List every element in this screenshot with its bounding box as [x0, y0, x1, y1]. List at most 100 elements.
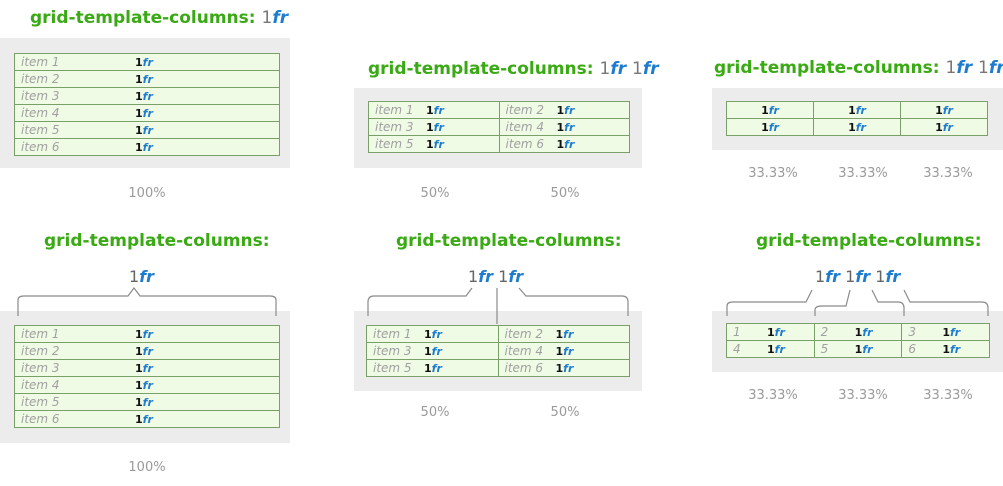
grid-item-label: item 5: [21, 123, 60, 137]
grid-item-value: 1fr: [135, 396, 153, 409]
diagram-1-title: grid-template-columns: 1fr: [30, 8, 288, 28]
grid-item-value-number: 1: [424, 327, 432, 341]
track-brace: [871, 289, 905, 316]
grid-item-value-number: 1: [761, 103, 769, 117]
grid-item-value-unit: fr: [942, 120, 953, 134]
grid-item-value-number: 1: [848, 103, 856, 117]
diagram-3-title: grid-template-columns: 1fr 1fr 1fr: [714, 58, 1003, 78]
grid-item-value-unit: fr: [142, 89, 153, 103]
grid-item-label: item 4: [504, 344, 544, 358]
grid-item-label: item 3: [21, 89, 60, 103]
grid-item-value-unit: fr: [433, 120, 444, 134]
diagram-3-column-percentage: 33.33%: [748, 166, 798, 181]
grid-item-value-number: 1: [426, 137, 434, 151]
diagram-6-column-percentage: 33.33%: [923, 388, 973, 403]
grid-item: 3 1fr: [902, 324, 989, 340]
grid-item-value-unit: fr: [431, 361, 442, 375]
grid-item-value-unit: fr: [142, 123, 153, 137]
grid-item: item 4 1fr: [498, 343, 629, 359]
grid-item-label: 2: [820, 325, 829, 339]
grid-item: 1fr: [727, 119, 813, 135]
grid-item-value-unit: fr: [564, 103, 575, 117]
grid-item: 1 1fr: [727, 324, 814, 340]
grid-item: 1fr: [901, 102, 987, 118]
grid-item-value-number: 1: [556, 137, 565, 151]
grid-item-value-number: 1: [135, 395, 143, 409]
grid-item-label: item 6: [21, 140, 60, 154]
grid-item-value: 1fr: [135, 345, 153, 358]
grid-item-label: 1: [733, 325, 741, 339]
grid-item-value-number: 1: [426, 120, 434, 134]
grid-item-value-unit: fr: [563, 344, 574, 358]
diagram-3-grid: 1fr 1fr 1fr 1fr 1fr 1fr: [726, 101, 988, 136]
grid-item-value: 1fr: [135, 413, 153, 426]
grid-item-value: 1fr: [942, 343, 960, 356]
diagram-3-template-track-unit: fr: [956, 58, 973, 78]
grid-item-value-unit: fr: [142, 395, 153, 409]
grid-item: item 5 1fr: [369, 136, 499, 152]
grid-item: 4 1fr: [727, 341, 814, 357]
grid-item-value: 1fr: [767, 343, 785, 356]
grid-item-value-number: 1: [424, 344, 432, 358]
diagram-6-template-track-unit: fr: [825, 267, 841, 286]
grid-item: item 2 1fr: [15, 343, 279, 359]
grid-item: item 2 1fr: [499, 102, 629, 118]
grid-item-value: 1fr: [942, 326, 960, 339]
grid-item-value-unit: fr: [768, 103, 779, 117]
diagram-4-column-percentage: 100%: [128, 460, 166, 475]
grid-item: 2 1fr: [814, 324, 902, 340]
track-brace: [518, 287, 629, 316]
track-brace: [903, 289, 989, 316]
grid-item: 1fr: [814, 119, 900, 135]
grid-item-value-unit: fr: [142, 378, 153, 392]
grid-item-value: 1fr: [424, 362, 442, 375]
grid-item-label: item 1: [373, 327, 412, 341]
grid-item-label: item 1: [21, 55, 60, 69]
grid-item-value: 1fr: [135, 362, 153, 375]
grid-item-value: 1fr: [135, 328, 153, 341]
diagram-5-grid: item 1 1fr item 2 1fr item 3 1fr item 4 1fr item…: [366, 325, 630, 377]
diagram-5-template-track-number: 1: [498, 267, 509, 286]
grid-item-value-unit: fr: [862, 325, 873, 339]
grid-item: item 3 1fr: [367, 343, 498, 359]
grid-item-value: 1fr: [135, 124, 153, 137]
grid-item-value-number: 1: [854, 325, 863, 339]
grid-item-label: item 6: [21, 412, 60, 426]
grid-item: 1fr: [727, 102, 813, 118]
grid-item-label: item 6: [505, 137, 545, 151]
diagram-6-template-track-number: 1: [875, 267, 886, 286]
grid-item-value-unit: fr: [855, 103, 866, 117]
grid-item-value-number: 1: [556, 120, 565, 134]
grid-item: item 1 1fr: [367, 326, 498, 342]
grid-item: item 5 1fr: [367, 360, 498, 376]
grid-item-value-number: 1: [135, 55, 143, 69]
grid-item-value-unit: fr: [862, 342, 873, 356]
grid-item-value-unit: fr: [563, 361, 574, 375]
grid-item-value-number: 1: [942, 325, 950, 339]
diagram-1-grid: item 1 1fr item 2 1fr item 3 1fr item 4 1fr item…: [14, 53, 280, 156]
diagram-2-template-track-unit: fr: [610, 59, 627, 79]
grid-item-value-unit: fr: [774, 342, 785, 356]
grid-item-value-unit: fr: [142, 344, 153, 358]
grid-item-value-number: 1: [135, 123, 143, 137]
diagram-2-template-track-number: 1: [632, 59, 643, 79]
diagram-3-column-percentage: 33.33%: [923, 166, 973, 181]
grid-item-value-unit: fr: [142, 140, 153, 154]
grid-item-label: 6: [908, 342, 916, 356]
grid-item-value: 1fr: [557, 138, 575, 151]
diagram-4-grid: item 1 1fr item 2 1fr item 3 1fr item 4 1fr item…: [14, 325, 280, 428]
diagram-2-column-percentage: 50%: [550, 186, 580, 201]
grid-item-value-number: 1: [555, 344, 564, 358]
grid-item: item 4 1fr: [15, 105, 279, 121]
grid-item: item 3 1fr: [15, 360, 279, 376]
diagram-3-template-track-unit: fr: [988, 58, 1003, 78]
grid-item-label: item 6: [504, 361, 544, 375]
diagram-6-title: grid-template-columns:: [756, 231, 982, 251]
grid-item-label: item 1: [21, 327, 60, 341]
diagram-3-template-track-number: 1: [945, 58, 957, 78]
grid-item: item 1 1fr: [15, 326, 279, 342]
grid-item-value-unit: fr: [433, 137, 444, 151]
grid-item: item 2 1fr: [15, 71, 279, 87]
